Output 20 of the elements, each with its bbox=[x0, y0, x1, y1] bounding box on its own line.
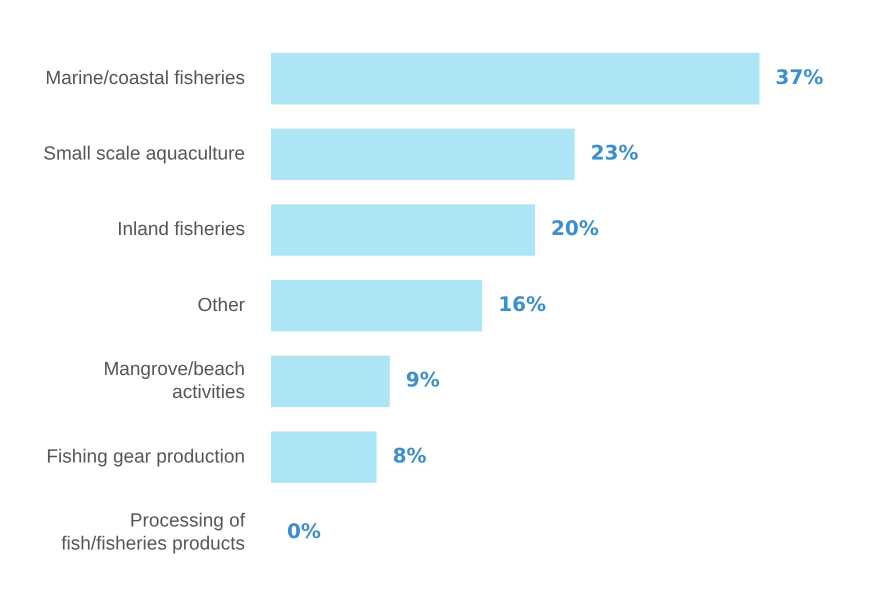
bar bbox=[271, 52, 760, 104]
bar bbox=[271, 356, 390, 408]
bar bbox=[271, 280, 482, 332]
data-label: 37% bbox=[775, 64, 824, 89]
y-tick-label: Other bbox=[197, 294, 246, 316]
data-label: 16% bbox=[498, 292, 546, 316]
bar bbox=[271, 128, 575, 180]
y-tick-label: Fishing gear production bbox=[46, 446, 245, 468]
data-label: 23% bbox=[590, 140, 638, 165]
data-label: 20% bbox=[551, 216, 599, 240]
data-label: 9% bbox=[406, 368, 440, 392]
y-tick-label: Inland fisheries bbox=[117, 219, 245, 240]
data-label: 0% bbox=[287, 518, 321, 543]
bar bbox=[271, 204, 535, 256]
y-tick-label: Marine/coastal fisheries bbox=[45, 68, 245, 89]
y-tick-label: Processing of fish/fisheries products bbox=[61, 510, 246, 554]
y-tick-label: Small scale aquaculture bbox=[43, 144, 245, 165]
bar bbox=[271, 431, 377, 483]
y-tick-label: Mangrove/beach activities bbox=[103, 359, 245, 404]
data-label: 8% bbox=[392, 443, 427, 468]
